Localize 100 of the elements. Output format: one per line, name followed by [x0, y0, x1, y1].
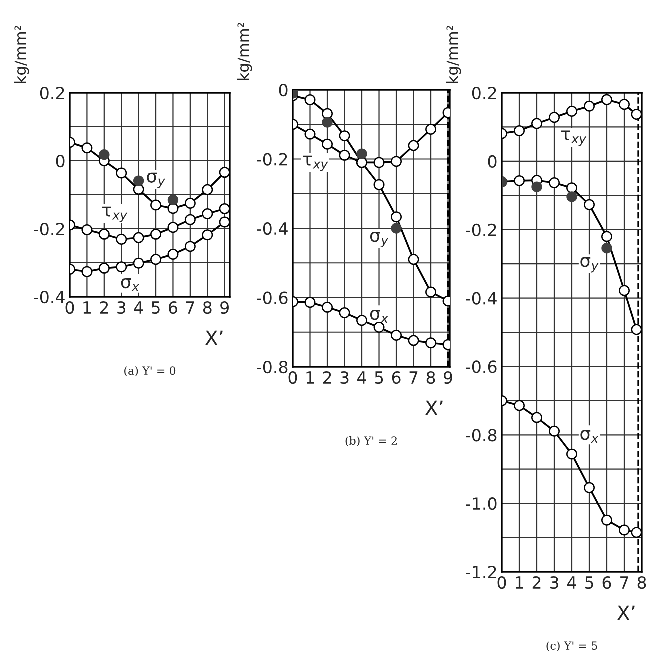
text: (b) Y' = 2	[346, 436, 397, 447]
point	[374, 322, 385, 334]
y-tick-label: -0.2	[466, 224, 496, 236]
y-tick-label: 0	[488, 155, 497, 168]
x-tick-label: 6	[169, 301, 178, 314]
point	[356, 315, 368, 326]
point	[150, 228, 162, 240]
x-tick-label: 8	[203, 301, 212, 314]
y-tick-label: -0.4	[466, 292, 497, 305]
x-axis-title: X’	[206, 330, 223, 346]
point	[408, 140, 420, 152]
x-tick-label: 8	[426, 371, 436, 384]
y-tick-label: -0.2	[257, 153, 288, 166]
annotation: σ$_{y}$	[370, 232, 389, 248]
point	[184, 214, 196, 226]
point	[619, 524, 630, 536]
point	[322, 302, 333, 313]
point	[602, 242, 612, 254]
x-tick-label: 2	[323, 371, 332, 384]
x-tick-label: 0	[498, 576, 506, 590]
x-tick-label: 7	[620, 576, 628, 589]
point	[168, 194, 179, 206]
point	[532, 118, 542, 130]
x-tick-label: 5	[152, 302, 160, 314]
point	[602, 514, 612, 526]
point	[602, 94, 612, 106]
point	[339, 150, 350, 161]
point	[304, 297, 316, 308]
x-tick-label: 6	[602, 576, 612, 590]
annotation: σ$_{y}$	[147, 172, 166, 188]
point	[168, 249, 179, 260]
x-tick-label: 1	[306, 372, 314, 384]
point	[184, 241, 196, 252]
point	[532, 182, 542, 192]
annotation: τ$_{xy}$	[102, 206, 128, 222]
point	[549, 426, 560, 437]
point	[391, 223, 402, 234]
point	[356, 148, 368, 160]
point	[133, 176, 144, 186]
point	[391, 156, 402, 168]
x-tick-label: 3	[118, 301, 126, 314]
x-axis-title: X’	[618, 606, 635, 620]
point	[549, 177, 560, 188]
x-tick-label: 4	[134, 302, 144, 314]
x-tick-label: 1	[84, 302, 91, 314]
point	[219, 216, 230, 228]
point	[602, 231, 612, 242]
y-tick-label: -0.4	[257, 222, 288, 236]
point	[566, 448, 578, 460]
y-axis-title: kg/mm²	[14, 26, 30, 84]
point	[98, 262, 110, 274]
annotation: σ$_{y}$	[580, 257, 599, 273]
point	[514, 400, 525, 412]
x-tick-label: 8	[638, 576, 646, 590]
x-tick-label: 4	[358, 372, 366, 384]
point	[631, 109, 642, 120]
y-tick-label: -0.2	[34, 222, 64, 236]
y-tick-label: 0	[56, 154, 65, 168]
x-tick-label: 1	[516, 576, 524, 589]
point	[82, 142, 93, 154]
point	[202, 184, 214, 196]
x-tick-label: 9	[220, 301, 229, 314]
text: (c) Y' = 5	[546, 641, 598, 652]
point	[408, 254, 420, 266]
x-tick-label: 3	[340, 371, 349, 384]
point	[322, 108, 333, 120]
point	[133, 232, 144, 244]
point	[339, 130, 350, 142]
point	[374, 157, 385, 168]
point	[391, 330, 402, 341]
point	[116, 168, 128, 179]
point	[116, 262, 128, 273]
point	[116, 234, 128, 246]
x-tick-label: 4	[568, 576, 576, 589]
x-tick-label: 2	[532, 576, 541, 589]
x-tick-label: 7	[186, 302, 194, 314]
point	[184, 198, 196, 209]
point	[322, 117, 333, 128]
annotation: σ$_{x}$	[370, 310, 389, 323]
point	[408, 335, 420, 346]
y-tick-label: -0.4	[34, 290, 65, 304]
point	[168, 222, 179, 234]
point	[426, 124, 437, 135]
point	[532, 412, 542, 424]
point	[426, 286, 437, 298]
annotation: σ$_{x}$	[121, 278, 140, 292]
x-tick-label: 0	[288, 371, 298, 384]
point	[584, 482, 595, 494]
point	[304, 94, 316, 106]
point	[98, 228, 110, 240]
y-tick-label: 0.2	[40, 86, 64, 100]
y-tick-label: 0.2	[472, 86, 496, 100]
point	[82, 224, 93, 236]
point	[631, 527, 642, 538]
x-tick-label: 3	[550, 576, 558, 590]
x-tick-label: 7	[410, 372, 418, 384]
point	[150, 254, 162, 266]
x-tick-label: 5	[375, 372, 384, 384]
y-axis-title: kg/mm²	[237, 23, 252, 80]
point	[202, 230, 214, 241]
